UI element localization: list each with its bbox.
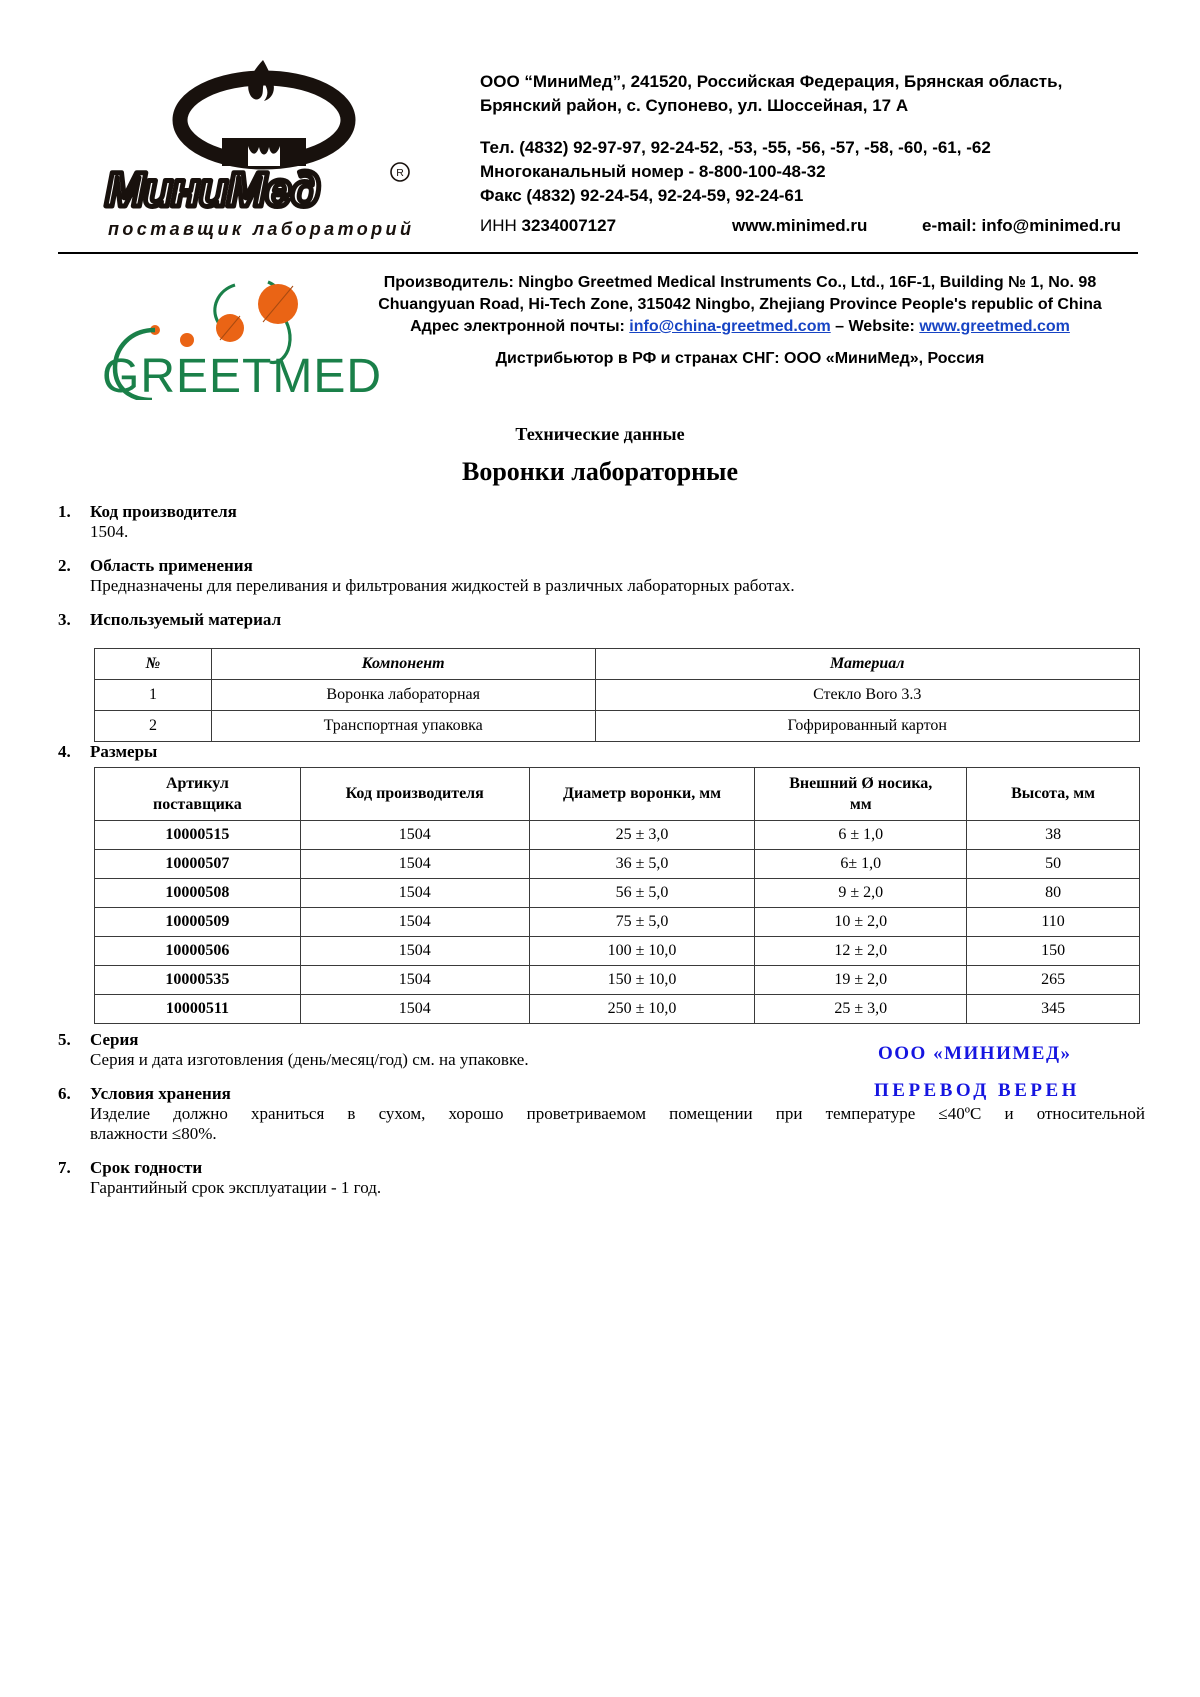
svg-text:GREETMED: GREETMED (102, 350, 382, 400)
svg-text:МиниМед: МиниМед (105, 164, 319, 217)
svg-text:R: R (396, 167, 404, 179)
